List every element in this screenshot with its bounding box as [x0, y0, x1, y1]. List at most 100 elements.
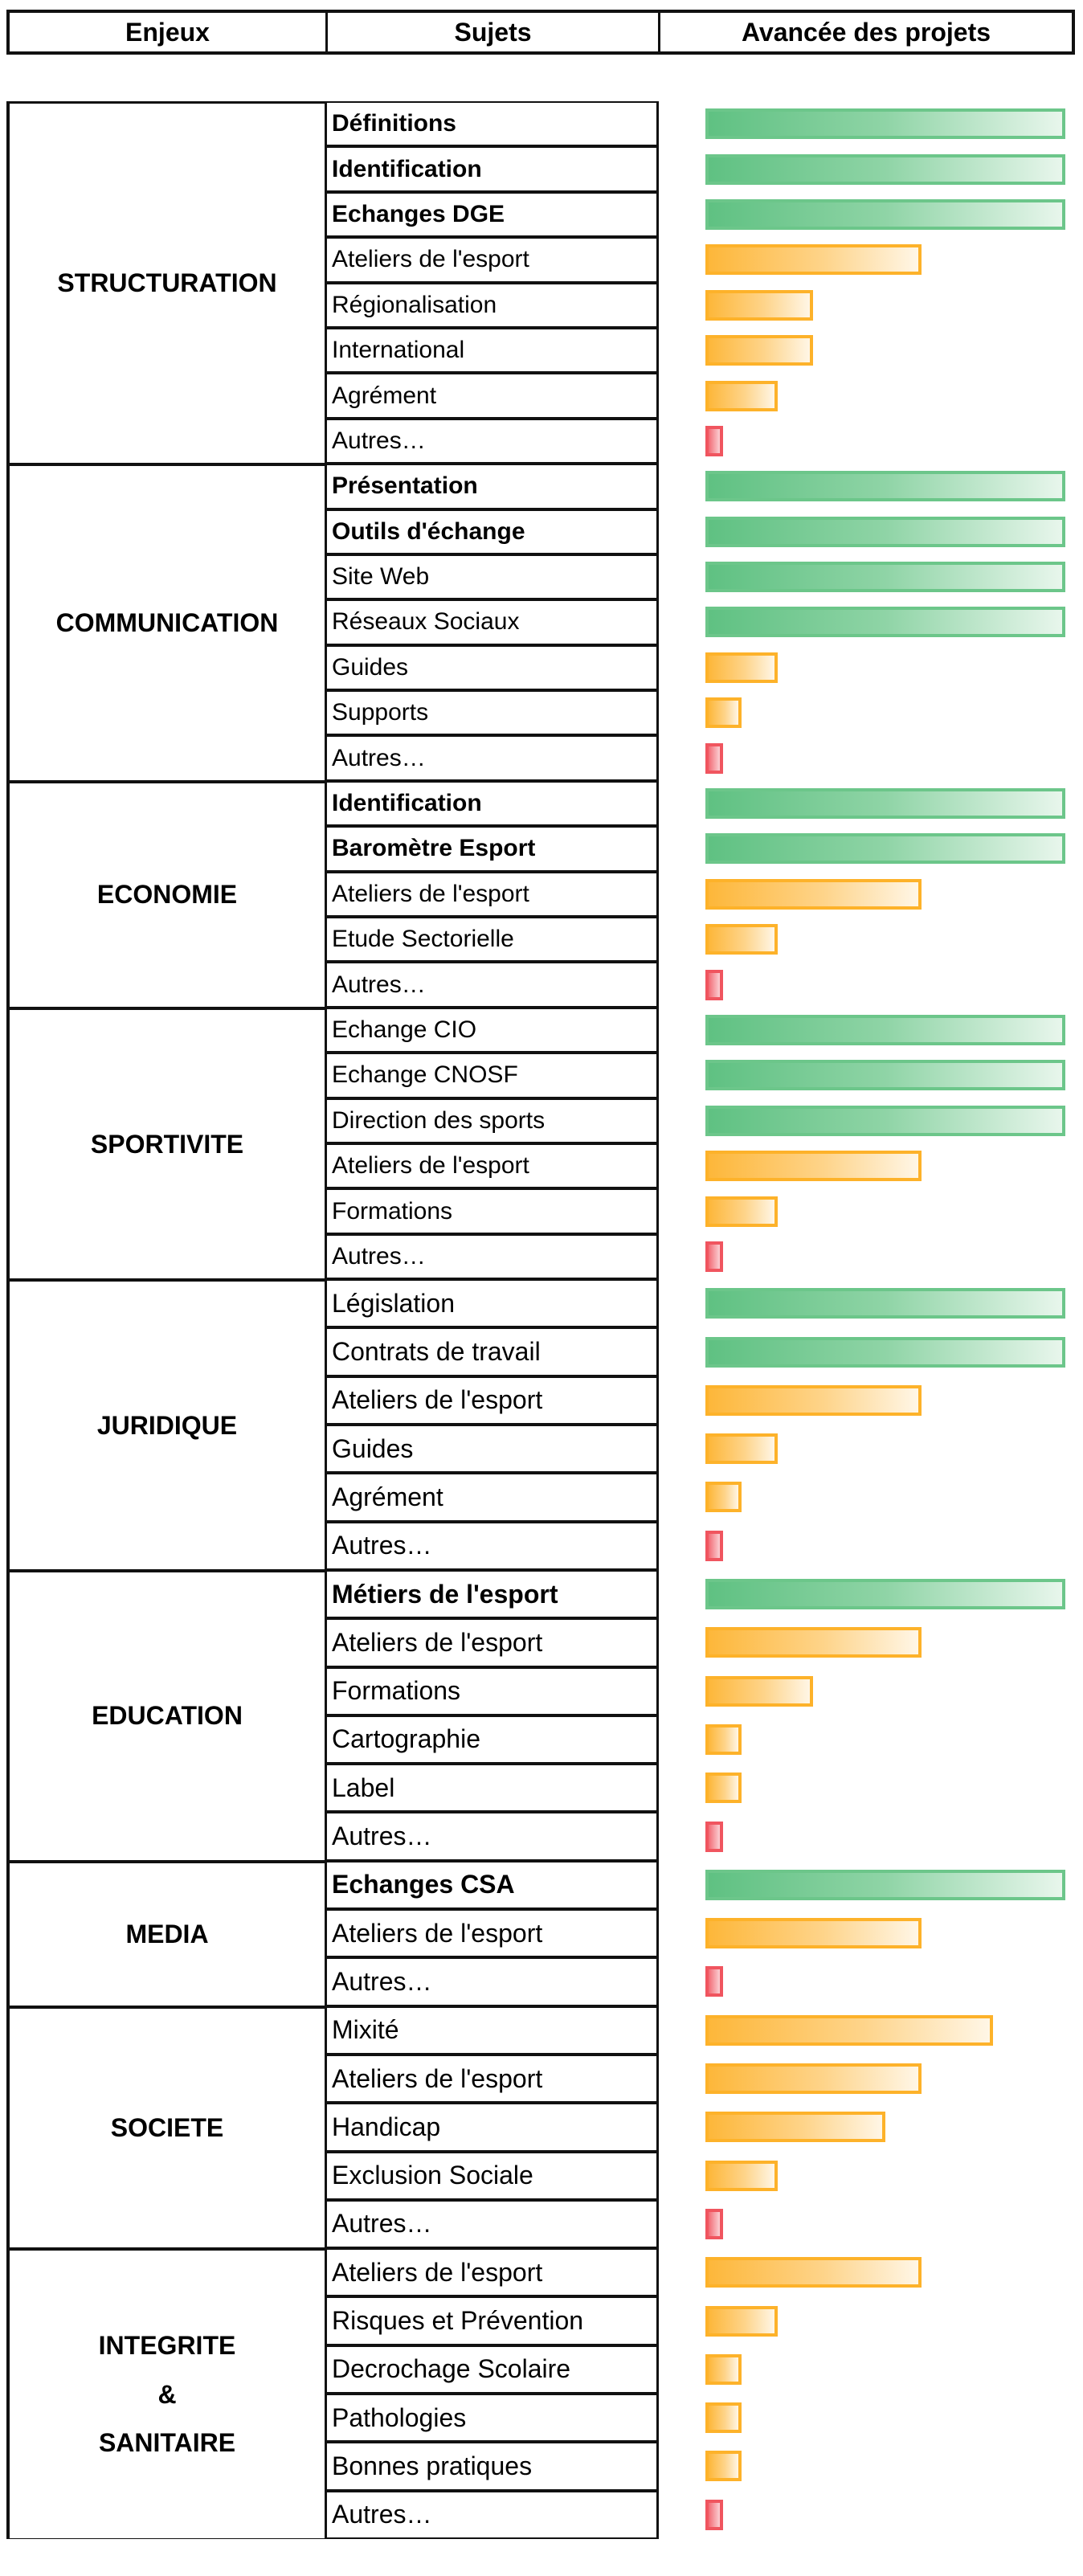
table-row: Ateliers de l'esport — [325, 1618, 1083, 1667]
table-row: Réseaux Sociaux — [325, 599, 1083, 645]
progress-cell — [659, 2103, 1083, 2151]
progress-bar-green — [705, 1060, 1065, 1091]
subject-label: Guides — [325, 1425, 659, 1474]
subject-label: Baromètre Esport — [325, 826, 659, 872]
table-row: Législation — [325, 1279, 1083, 1328]
enjeu-cell: SOCIETE — [6, 2006, 325, 2249]
progress-cell — [659, 1618, 1083, 1666]
progress-cell — [659, 1188, 1083, 1233]
progress-cell — [659, 690, 1083, 735]
subject-label: Identification — [325, 780, 659, 827]
subject-label: Echange CIO — [325, 1007, 659, 1053]
progress-cell — [659, 283, 1083, 328]
enjeu-label: COMMUNICATION — [55, 608, 279, 638]
progress-bar-orange — [705, 2160, 778, 2191]
progress-cell — [659, 1909, 1083, 1957]
section: INTEGRITE & SANITAIRE Ateliers de l'esport R… — [6, 2248, 1083, 2539]
progress-bar-green — [705, 1105, 1065, 1136]
subject-label: Autres… — [325, 1812, 659, 1861]
table-row: Autres… — [325, 418, 1083, 464]
table-row: Risques et Prévention — [325, 2296, 1083, 2345]
enjeu-label: SOCIETE — [110, 2112, 224, 2142]
table-row: Handicap — [325, 2103, 1083, 2152]
progress-bar-green — [705, 833, 1065, 865]
subject-label: International — [325, 327, 659, 374]
table-row: Echange CIO — [325, 1007, 1083, 1053]
progress-bar-green — [705, 153, 1065, 185]
table-row: Définitions — [325, 101, 1083, 147]
progress-cell — [659, 237, 1083, 282]
subject-label: Formations — [325, 1666, 659, 1715]
progress-bar-red — [705, 1966, 723, 1997]
subject-label: Direction des sports — [325, 1098, 659, 1143]
section: MEDIA Echanges CSA Ateliers de l'esport Aut… — [6, 1860, 1083, 2006]
subject-label: Ateliers de l'esport — [325, 2054, 659, 2104]
progress-bar-orange — [705, 1433, 778, 1465]
progress-cell — [659, 1522, 1083, 1570]
subject-label: Ateliers de l'esport — [325, 1376, 659, 1425]
progress-cell — [659, 419, 1083, 464]
subject-label: Echanges DGE — [325, 191, 659, 238]
table-row: Ateliers de l'esport — [325, 1376, 1083, 1425]
subject-label: Définitions — [325, 101, 659, 147]
subject-label: Guides — [325, 644, 659, 691]
progress-bar-green — [705, 1336, 1065, 1368]
progress-bar-red — [705, 969, 723, 1000]
progress-cell — [659, 2055, 1083, 2103]
enjeu-cell: SPORTIVITE — [6, 1007, 325, 1280]
progress-cell — [659, 645, 1083, 690]
progress-bar-orange — [705, 289, 813, 321]
subject-label: Présentation — [325, 464, 659, 509]
table-row: Bonnes pratiques — [325, 2442, 1083, 2491]
progress-cell — [659, 1098, 1083, 1143]
progress-cell — [659, 2394, 1083, 2442]
progress-cell — [659, 2345, 1083, 2394]
progress-bar-orange — [705, 1723, 742, 1755]
progress-cell — [659, 1570, 1083, 1618]
progress-bar-green — [705, 1869, 1065, 1900]
enjeu-label: INTEGRITE — [98, 2330, 236, 2360]
progress-cell — [659, 2006, 1083, 2055]
progress-bar-orange — [705, 2014, 993, 2046]
progress-bar-red — [705, 1530, 723, 1561]
progress-bar-orange — [705, 1918, 922, 1949]
enjeu-cell: COMMUNICATION — [6, 464, 325, 781]
subject-label: Ateliers de l'esport — [325, 237, 659, 283]
progress-cell — [659, 464, 1083, 509]
table-row: Autres… — [325, 1812, 1083, 1861]
section: ECONOMIE Identification Baromètre Esport At… — [6, 780, 1083, 1008]
progress-cell — [659, 1279, 1083, 1327]
progress-cell — [659, 917, 1083, 962]
subject-label: Régionalisation — [325, 282, 659, 328]
progress-cell — [659, 1667, 1083, 1715]
progress-cell — [659, 872, 1083, 917]
progress-bar-orange — [705, 1384, 922, 1416]
section: SPORTIVITE Echange CIO Echange CNOSF Direct… — [6, 1007, 1083, 1280]
table-row: Echange CNOSF — [325, 1053, 1083, 1098]
table-row: Ateliers de l'esport — [325, 1143, 1083, 1189]
progress-bar-orange — [705, 2112, 885, 2143]
table-row: Ateliers de l'esport — [325, 2248, 1083, 2297]
progress-cell — [659, 1376, 1083, 1425]
subject-label: Echange CNOSF — [325, 1053, 659, 1098]
subject-label: Bonnes pratiques — [325, 2442, 659, 2491]
progress-cell — [659, 1812, 1083, 1860]
subject-label: Site Web — [325, 554, 659, 600]
subject-label: Autres… — [325, 1957, 659, 2006]
table-row: Cartographie — [325, 1715, 1083, 1764]
table-row: Contrats de travail — [325, 1327, 1083, 1376]
progress-bar-red — [705, 1241, 723, 1272]
subject-label: Autres… — [325, 418, 659, 464]
subject-label: Contrats de travail — [325, 1327, 659, 1376]
progress-cell — [659, 509, 1083, 554]
subject-label: Decrochage Scolaire — [325, 2345, 659, 2394]
enjeu-label: JURIDIQUE — [96, 1410, 238, 1440]
subject-label: Formations — [325, 1188, 659, 1234]
table-row: Site Web — [325, 554, 1083, 600]
subject-label: Autres… — [325, 735, 659, 781]
table-row: Ateliers de l'esport — [325, 2054, 1083, 2104]
subject-label: Identification — [325, 146, 659, 192]
progress-bar-orange — [705, 380, 778, 411]
table-row: International — [325, 327, 1083, 374]
header-avancee: Avancée des projets — [741, 17, 991, 47]
